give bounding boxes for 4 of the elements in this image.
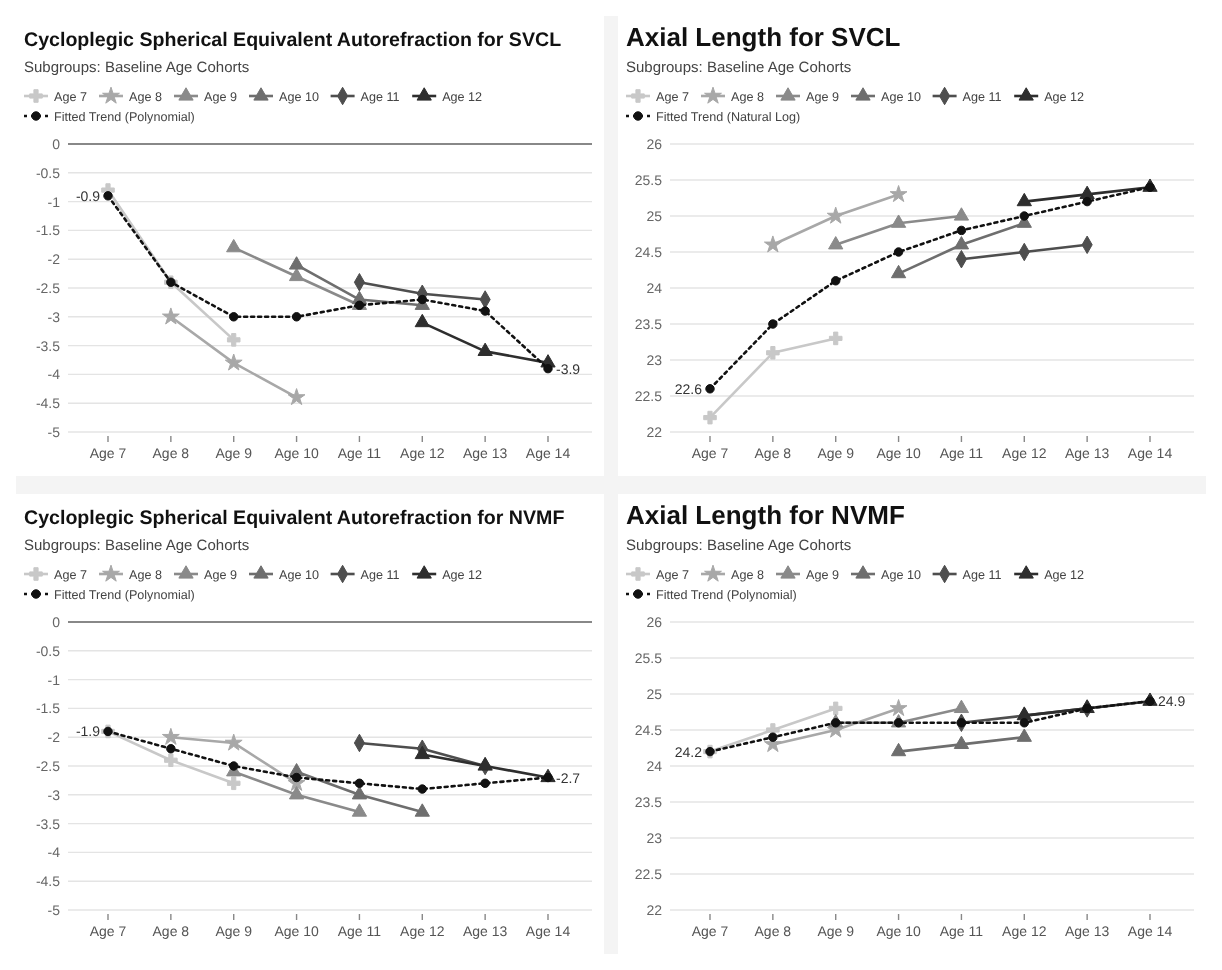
chart-title: Cycloplegic Spherical Equivalent Autorefraction for NVMF — [24, 508, 565, 530]
chart-title: Axial Length for NVMF — [626, 500, 905, 530]
chart-title: Cycloplegic Spherical Equivalent Autorefraction for SVCL — [24, 30, 562, 52]
chart-title: Axial Length for SVCL — [626, 22, 901, 52]
